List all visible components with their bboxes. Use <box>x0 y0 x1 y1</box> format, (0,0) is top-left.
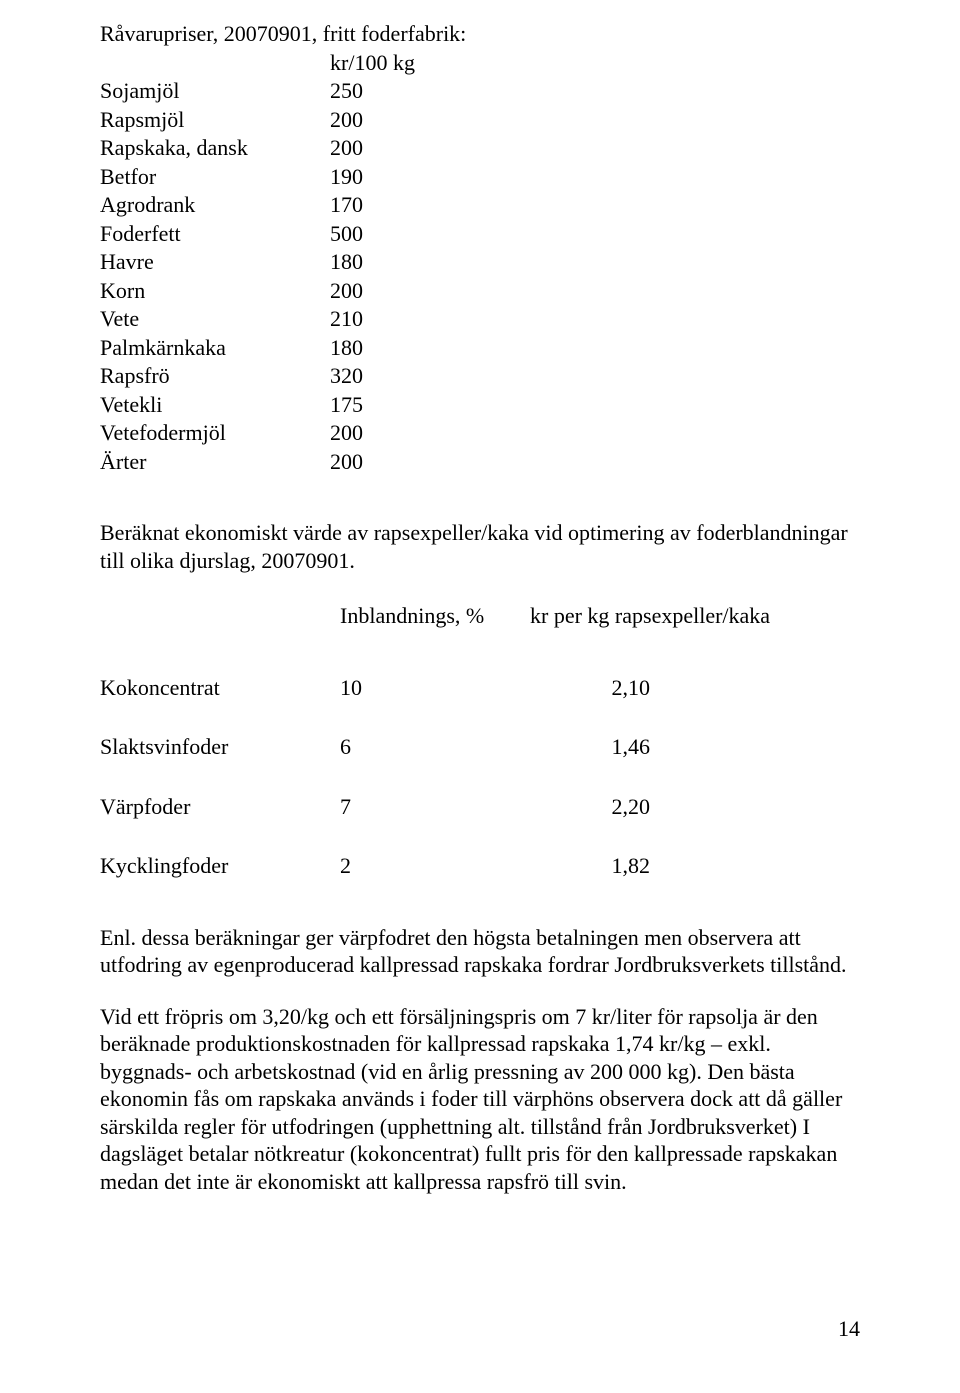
calc-row-name: Kokoncentrat <box>100 674 330 702</box>
page-number: 14 <box>100 1315 860 1343</box>
empty-cell <box>330 20 470 48</box>
raw-price-value: 190 <box>330 163 470 191</box>
empty-cell <box>100 49 330 77</box>
calc-row-kr: 1,82 <box>530 852 790 880</box>
calc-header-row: Inblandnings, % kr per kg rapsexpeller/k… <box>100 602 860 630</box>
raw-price-name: Foderfett <box>100 220 330 248</box>
raw-price-value: 200 <box>330 419 470 447</box>
calc-row-pct: 6 <box>330 733 530 761</box>
raw-price-name: Vetekli <box>100 391 330 419</box>
raw-price-value: 180 <box>330 248 470 276</box>
raw-price-value: 200 <box>330 448 470 476</box>
paragraph-2: Vid ett fröpris om 3,20/kg och ett försä… <box>100 1003 860 1196</box>
raw-price-value: 180 <box>330 334 470 362</box>
paragraph-1: Enl. dessa beräkningar ger värpfodret de… <box>100 924 860 979</box>
calc-row-pct: 10 <box>330 674 530 702</box>
raw-price-name: Rapsmjöl <box>100 106 330 134</box>
calc-row-name: Värpfoder <box>100 793 330 821</box>
empty-cell <box>100 602 330 630</box>
raw-price-name: Havre <box>100 248 330 276</box>
raw-prices-table: Råvarupriser, 20070901, fritt foderfabri… <box>100 20 860 475</box>
calc-row-pct: 2 <box>330 852 530 880</box>
calc-row-kr: 2,10 <box>530 674 790 702</box>
raw-prices-title: Råvarupriser, 20070901, fritt foderfabri… <box>100 20 330 48</box>
raw-price-value: 170 <box>330 191 470 219</box>
calc-row-pct: 7 <box>330 793 530 821</box>
raw-price-value: 500 <box>330 220 470 248</box>
raw-price-value: 200 <box>330 277 470 305</box>
calc-col-krperkg: kr per kg rapsexpeller/kaka <box>530 602 790 630</box>
raw-price-value: 320 <box>330 362 470 390</box>
raw-price-value: 200 <box>330 106 470 134</box>
raw-price-value: 250 <box>330 77 470 105</box>
raw-price-value: 175 <box>330 391 470 419</box>
raw-price-name: Rapsfrö <box>100 362 330 390</box>
raw-price-name: Vetefodermjöl <box>100 419 330 447</box>
raw-price-name: Ärter <box>100 448 330 476</box>
raw-price-value: 200 <box>330 134 470 162</box>
raw-price-name: Korn <box>100 277 330 305</box>
raw-prices-unit-header: kr/100 kg <box>330 49 470 77</box>
calc-col-inbland: Inblandnings, % <box>330 602 530 630</box>
calc-table: Kokoncentrat 10 2,10 Slaktsvinfoder 6 1,… <box>100 674 860 880</box>
calc-row-name: Slaktsvinfoder <box>100 733 330 761</box>
calc-row-name: Kycklingfoder <box>100 852 330 880</box>
raw-price-value: 210 <box>330 305 470 333</box>
calc-row-kr: 1,46 <box>530 733 790 761</box>
raw-price-name: Palmkärnkaka <box>100 334 330 362</box>
raw-price-name: Rapskaka, dansk <box>100 134 330 162</box>
calc-intro: Beräknat ekonomiskt värde av rapsexpelle… <box>100 519 860 574</box>
raw-price-name: Agrodrank <box>100 191 330 219</box>
raw-price-name: Sojamjöl <box>100 77 330 105</box>
calc-row-kr: 2,20 <box>530 793 790 821</box>
raw-price-name: Betfor <box>100 163 330 191</box>
raw-price-name: Vete <box>100 305 330 333</box>
